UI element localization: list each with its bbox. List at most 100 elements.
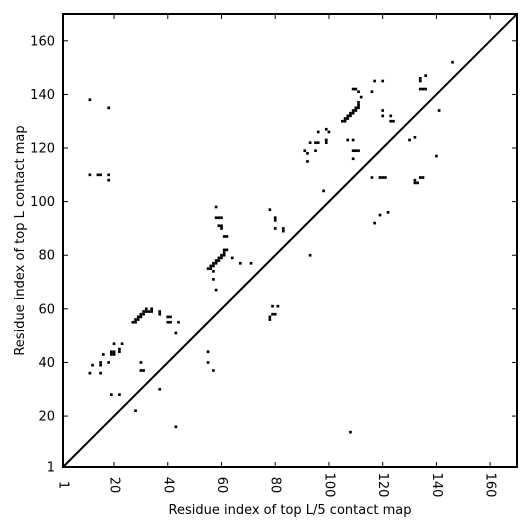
contact-point [99, 173, 102, 177]
contact-point [357, 149, 360, 153]
contact-point [217, 256, 221, 260]
contact-point [110, 393, 113, 396]
contact-point [357, 106, 360, 110]
contact-point [134, 320, 137, 324]
contact-point [217, 224, 221, 228]
contact-point [384, 176, 387, 179]
y-tick-label: 100 [30, 195, 55, 210]
contact-point [314, 141, 317, 144]
contact-point [209, 264, 213, 268]
contact-point [214, 205, 218, 209]
x-tick-label: 120 [375, 473, 390, 498]
contact-point [249, 261, 253, 265]
contact-point [169, 320, 172, 324]
contact-point [349, 111, 352, 115]
contact-point [107, 106, 111, 110]
contact-point [424, 74, 428, 77]
contact-point [177, 320, 180, 324]
contact-point [354, 149, 358, 153]
contact-point [112, 342, 116, 346]
contact-point [324, 138, 328, 142]
contact-point [209, 267, 213, 270]
contact-point [96, 173, 100, 177]
contact-point [212, 261, 215, 265]
contact-point [273, 312, 277, 316]
contact-point [354, 87, 358, 91]
contact-point [357, 103, 360, 107]
contact-point [212, 278, 215, 281]
contact-point [343, 117, 347, 120]
contact-point [134, 409, 137, 413]
contact-point [120, 342, 124, 346]
contact-point [306, 160, 309, 163]
contact-point [346, 117, 350, 120]
x-tick-label: 40 [160, 477, 175, 494]
contact-point [392, 119, 395, 123]
contact-point [276, 304, 280, 308]
contact-point [222, 248, 226, 252]
contact-point [220, 256, 223, 260]
contact-point [413, 135, 417, 139]
contact-point [416, 181, 419, 185]
contact-point [435, 154, 438, 158]
contact-point [268, 315, 272, 319]
contact-point [378, 176, 382, 179]
diagonal-line [62, 13, 518, 468]
contact-point [268, 318, 272, 321]
contact-point [359, 95, 363, 99]
contact-point [118, 350, 121, 354]
contact-point [271, 304, 274, 308]
contact-point [230, 256, 234, 260]
contact-point [421, 87, 425, 91]
contact-point [225, 235, 229, 238]
contact-point [413, 181, 417, 185]
contact-point [118, 347, 121, 351]
contact-point [351, 109, 355, 112]
contact-point [314, 149, 317, 153]
contact-point [139, 369, 143, 372]
contact-point [373, 221, 376, 225]
contact-point [88, 98, 92, 102]
contact-point [101, 353, 105, 356]
contact-point [381, 114, 385, 118]
contact-point [341, 119, 344, 123]
contact-point [139, 361, 143, 364]
contact-point [327, 130, 331, 134]
contact-point [354, 109, 358, 112]
contact-point [88, 371, 92, 375]
x-tick-label: 140 [429, 473, 444, 498]
contact-point [322, 189, 325, 193]
contact-point [206, 267, 210, 270]
contact-point [418, 79, 422, 83]
contact-point [308, 253, 312, 257]
contact-point [150, 307, 153, 311]
contact-point [131, 320, 135, 324]
plot-frame [62, 13, 518, 468]
x-tick-label: 160 [483, 473, 498, 498]
contact-point [214, 288, 218, 292]
contact-point [220, 216, 223, 220]
contact-point [357, 90, 360, 94]
contact-point [99, 363, 102, 367]
contact-point [349, 114, 352, 118]
contact-point [271, 312, 274, 316]
contact-point [214, 216, 218, 220]
contact-point [166, 320, 170, 324]
contact-point [220, 253, 223, 257]
contact-point [91, 363, 94, 367]
contact-point [150, 310, 153, 313]
contact-point [373, 79, 376, 83]
contact-point [357, 101, 360, 104]
y-tick-label: 40 [38, 356, 55, 371]
contact-point [238, 261, 242, 265]
contact-point [220, 227, 223, 230]
contact-point [351, 111, 355, 115]
contact-point [112, 353, 116, 356]
contact-point [142, 369, 145, 372]
contact-point [370, 90, 374, 94]
contact-point [107, 173, 111, 177]
contact-point [174, 331, 178, 335]
contact-point [273, 219, 277, 222]
